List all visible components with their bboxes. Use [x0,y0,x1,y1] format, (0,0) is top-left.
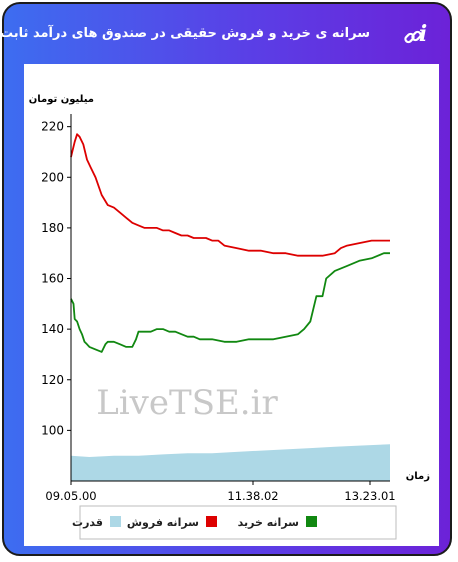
legend-swatch [306,516,317,527]
card: سرانه ی خرید و فروش حقیقی در صندوق های د… [0,2,452,556]
legend-swatch [110,516,121,527]
watermark: LiveTSE.ir [96,383,278,423]
legend-box [79,505,397,540]
y-tick-label: 200 [41,170,64,184]
legend-swatch [206,516,217,527]
y-tick-label: 180 [41,221,64,235]
link-icon[interactable] [402,26,428,52]
y-tick-label: 120 [41,373,64,387]
x-tick-label: 13.23.01 [344,489,395,503]
legend-item-sell[interactable]: سرانه فروش [127,516,217,529]
x-axis-label: زمان [406,471,430,482]
y-tick-label: 220 [41,120,64,134]
y-tick-label: 160 [41,272,64,286]
chart-panel: میلیون تومان زمان LiveTSE.ir 100 120 140 16… [24,64,439,546]
legend-label: سرانه خرید [238,516,299,529]
x-tick-label: 09.05.00 [45,489,96,503]
page-title: سرانه ی خرید و فروش حقیقی در صندوق های د… [0,26,370,41]
legend-item-power[interactable]: قدرت [72,516,121,529]
legend-item-buy[interactable]: سرانه خرید [238,516,317,529]
series-power-area [71,444,390,481]
chart: میلیون تومان زمان LiveTSE.ir 100 120 140 16… [29,94,430,540]
series-sell-line [70,133,390,257]
y-tick-label: 100 [41,423,64,437]
legend-label: سرانه فروش [127,516,199,529]
y-axis-label: میلیون تومان [29,94,94,105]
x-tick-label: 11.38.02 [227,489,278,503]
y-tick-label: 140 [41,322,64,336]
info-icon[interactable]: i [418,21,428,47]
legend-label: قدرت [72,516,103,529]
series-buy-line [70,252,390,353]
